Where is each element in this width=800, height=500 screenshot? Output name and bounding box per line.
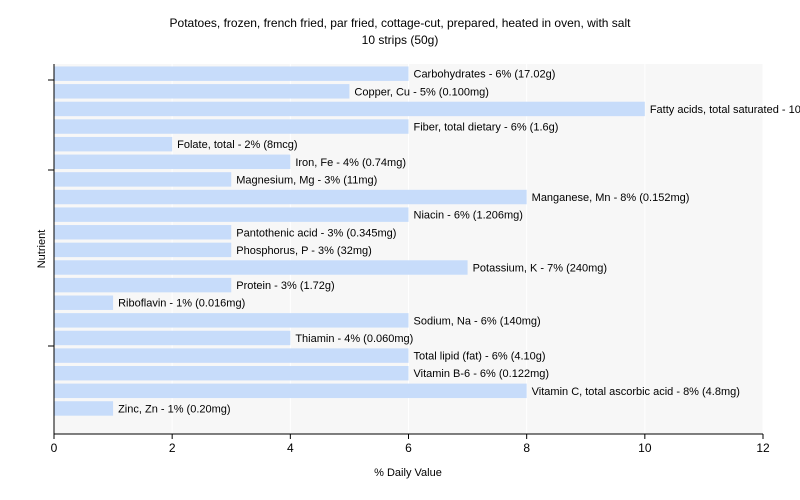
bar-label: Zinc, Zn - 1% (0.20mg) [118,403,230,415]
bar-label: Vitamin C, total ascorbic acid - 8% (4.8… [532,386,740,398]
x-tick-label: 10 [638,441,652,455]
bar [54,119,409,134]
chart-subtitle: 10 strips (50g) [362,33,439,47]
bar [54,401,114,416]
bar [54,101,645,117]
bar [54,260,468,275]
bar-label: Carbohydrates - 6% (17.02g) [414,69,556,81]
bar [54,154,291,170]
bar-label: Folate, total - 2% (8mcg) [177,139,297,151]
bar-label: Manganese, Mn - 8% (0.152mg) [532,192,690,204]
bar [54,383,527,399]
bar-label: Riboflavin - 1% (0.016mg) [118,298,245,310]
bar-label: Sodium, Na - 6% (140mg) [414,315,541,327]
bar [54,225,232,240]
bar-label: Thiamin - 4% (0.060mg) [295,333,413,345]
bar [54,172,232,187]
bar [54,207,409,222]
bar-label: Protein - 3% (1.72g) [236,280,334,292]
x-tick-label: 4 [287,441,294,455]
bar-label: Fiber, total dietary - 6% (1.6g) [414,122,559,134]
x-axis-title: % Daily Value [374,467,442,479]
x-tick-label: 2 [169,441,176,455]
x-tick-label: 0 [51,441,58,455]
bar-label: Total lipid (fat) - 6% (4.10g) [414,351,546,363]
bar-label: Niacin - 6% (1.206mg) [414,210,523,222]
axes: 0 2 4 6 8 10 12 [48,64,770,455]
x-tick-label: 8 [523,441,530,455]
bar-label: Copper, Cu - 5% (0.100mg) [354,86,489,98]
chart-title: Potatoes, frozen, french fried, par frie… [170,16,632,30]
bar [54,136,173,152]
bar [54,365,409,381]
x-tick-label: 12 [756,441,770,455]
bar [54,189,527,205]
y-axis-title: Nutrient [36,230,48,269]
bar [54,277,232,293]
bar-label: Potassium, K - 7% (240mg) [473,263,608,275]
bar [54,330,291,346]
bar [54,348,409,363]
bar [54,313,409,328]
bar [54,295,114,310]
bar-label: Magnesium, Mg - 3% (11mg) [236,174,377,186]
bar-label: Fatty acids, total saturated - 10% (1.94… [650,104,800,116]
bar-label: Iron, Fe - 4% (0.74mg) [295,157,406,169]
x-tick-label: 6 [405,441,412,455]
bar-label: Vitamin B-6 - 6% (0.122mg) [414,368,550,380]
bar-label: Phosphorus, P - 3% (32mg) [236,245,372,257]
bar [54,84,350,99]
bar-labels: Carbohydrates - 6% (17.02g) Copper, Cu - … [118,69,800,416]
bar [54,242,232,258]
bars [54,66,645,416]
bar-label: Pantothenic acid - 3% (0.345mg) [236,227,396,239]
bar [54,66,409,81]
